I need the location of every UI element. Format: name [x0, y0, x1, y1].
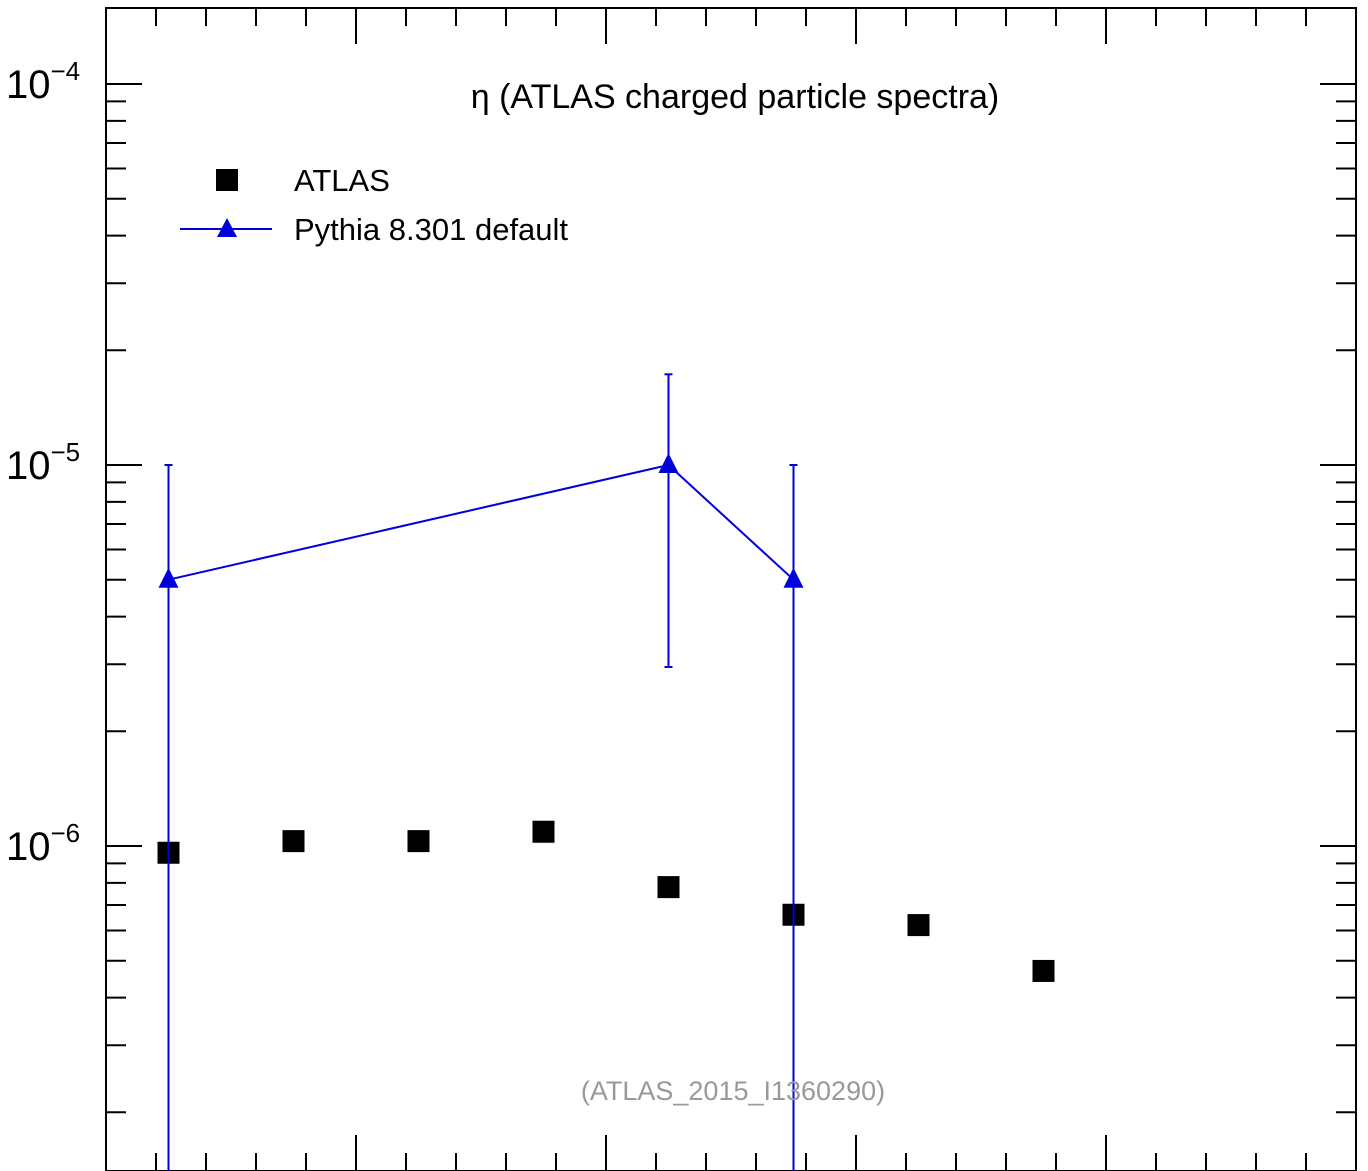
- legend-item: Pythia 8.301 default: [180, 212, 568, 247]
- chart-title: η (ATLAS charged particle spectra): [471, 78, 1000, 116]
- legend-label: ATLAS: [294, 163, 390, 198]
- data-point: [532, 820, 555, 843]
- series-layer: [157, 373, 1055, 1171]
- source-annotation: (ATLAS_2015_I1360290): [581, 1076, 885, 1106]
- data-point: [1032, 959, 1055, 982]
- legend-label: Pythia 8.301 default: [294, 212, 568, 247]
- data-point: [282, 830, 305, 853]
- series-line: [168, 463, 795, 581]
- data-point: [657, 876, 680, 899]
- y-tick-label: 10−4: [6, 56, 80, 107]
- plot-frame: [105, 7, 1357, 1171]
- data-point: [158, 567, 179, 588]
- y-tick-labels: 10−4 10−5 10−6: [6, 56, 80, 869]
- series-triangle: [158, 373, 804, 1171]
- data-point: [658, 453, 679, 473]
- series-square: [157, 820, 1055, 982]
- legend: ATLAS Pythia 8.301 default: [180, 163, 568, 247]
- data-point: [407, 830, 430, 853]
- data-point: [907, 914, 930, 937]
- legend-marker: [217, 218, 237, 237]
- data-point: [783, 567, 804, 588]
- legend-marker: [216, 169, 238, 191]
- y-tick-label: 10−5: [6, 437, 80, 488]
- axis-ticks: [106, 8, 1356, 1171]
- legend-item: ATLAS: [216, 163, 390, 198]
- y-tick-label: 10−6: [6, 818, 80, 869]
